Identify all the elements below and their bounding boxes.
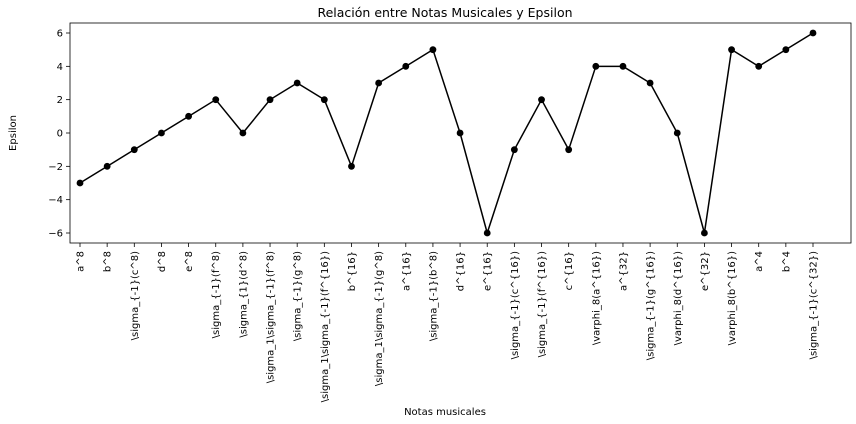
x-tick-label: \sigma_{-1}(c^8) xyxy=(130,251,141,340)
x-tick-label: \varphi_8(b^{16}) xyxy=(727,251,738,345)
y-tick-label: 6 xyxy=(57,29,63,40)
x-axis-label: Notas musicales xyxy=(404,407,486,418)
x-tick-label: \sigma_1\sigma_{-1}(g^8) xyxy=(374,251,385,386)
y-tick-label: −2 xyxy=(48,162,63,173)
x-tick-label: b^{16} xyxy=(347,251,358,291)
data-point xyxy=(348,162,355,170)
data-point xyxy=(212,96,220,104)
data-point xyxy=(76,179,84,187)
y-axis-label: Epsilon xyxy=(8,115,19,151)
data-point xyxy=(266,96,274,104)
data-point xyxy=(185,112,192,120)
x-tick-label: \sigma_{-1}(c^{32}) xyxy=(809,251,820,359)
y-axis: −6 −4 −2 0 2 4 6 xyxy=(48,29,70,240)
x-tick-label: a^{32} xyxy=(618,251,629,291)
data-point xyxy=(619,62,627,70)
data-point xyxy=(673,129,681,137)
x-tick-label: \sigma_{1}(d^8) xyxy=(238,251,249,338)
x-tick-label: a^4 xyxy=(754,251,765,272)
data-point xyxy=(103,162,111,170)
y-tick-label: 4 xyxy=(57,62,63,73)
data-point xyxy=(158,129,165,137)
series-line xyxy=(79,32,814,236)
data-point xyxy=(293,79,301,87)
data-point xyxy=(510,146,518,154)
x-tick-label: e^{32} xyxy=(700,251,711,291)
x-tick-label: \sigma_{-1}(f^{16}) xyxy=(537,251,548,358)
y-tick-label: −6 xyxy=(48,229,63,240)
x-tick-label: b^8 xyxy=(103,251,114,272)
x-tick-label: \sigma_{-1}(f^8) xyxy=(211,251,222,338)
series-epsilon xyxy=(76,29,817,237)
data-point xyxy=(402,62,410,70)
x-tick-label: \sigma_{-1}(c^{16}) xyxy=(510,251,521,359)
x-tick-label: \sigma_1\sigma_{-1}(f^{16}) xyxy=(320,251,331,402)
y-tick-label: −4 xyxy=(48,195,63,206)
x-tick-label: \varphi_8(d^{16}) xyxy=(673,251,684,345)
data-point xyxy=(592,62,600,70)
x-tick-label: b^4 xyxy=(781,251,792,272)
x-tick-label: \sigma_{-1}(g^8) xyxy=(293,251,304,341)
x-tick-label: e^8 xyxy=(184,251,195,272)
y-tick-label: 2 xyxy=(57,95,63,106)
x-tick-label: a^{16} xyxy=(401,251,412,291)
x-axis: a^8 b^8 \sigma_{-1}(c^8) d^8 e^8 \sigma_{-1}(… xyxy=(76,243,820,402)
data-point xyxy=(755,62,763,70)
data-point xyxy=(320,96,328,104)
data-point xyxy=(728,46,735,54)
data-point xyxy=(809,29,817,37)
x-tick-label: \sigma_{-1}(g^{16}) xyxy=(646,251,657,360)
chart-title: Relación entre Notas Musicales y Epsilon xyxy=(317,5,572,20)
data-point xyxy=(130,146,138,154)
data-point xyxy=(375,79,383,87)
x-tick-label: c^{16} xyxy=(564,251,575,290)
y-tick-label: 0 xyxy=(57,129,63,140)
x-tick-label: a^8 xyxy=(76,251,87,272)
data-point xyxy=(239,129,247,137)
x-tick-label: \sigma_{-1}(b^8) xyxy=(428,251,439,341)
data-point xyxy=(646,79,654,87)
x-tick-label: \varphi_8(a^{16}) xyxy=(591,251,602,345)
x-tick-label: d^8 xyxy=(157,251,168,272)
data-point xyxy=(701,229,708,237)
data-point xyxy=(565,146,573,154)
x-tick-label: \sigma_1\sigma_{-1}(f^8) xyxy=(266,251,277,383)
data-point xyxy=(456,129,464,137)
x-tick-label: d^{16} xyxy=(456,251,467,291)
data-point xyxy=(483,229,491,237)
data-point xyxy=(429,46,437,54)
x-tick-label: e^{16} xyxy=(483,251,494,291)
data-point xyxy=(538,96,545,104)
data-point xyxy=(782,46,790,54)
